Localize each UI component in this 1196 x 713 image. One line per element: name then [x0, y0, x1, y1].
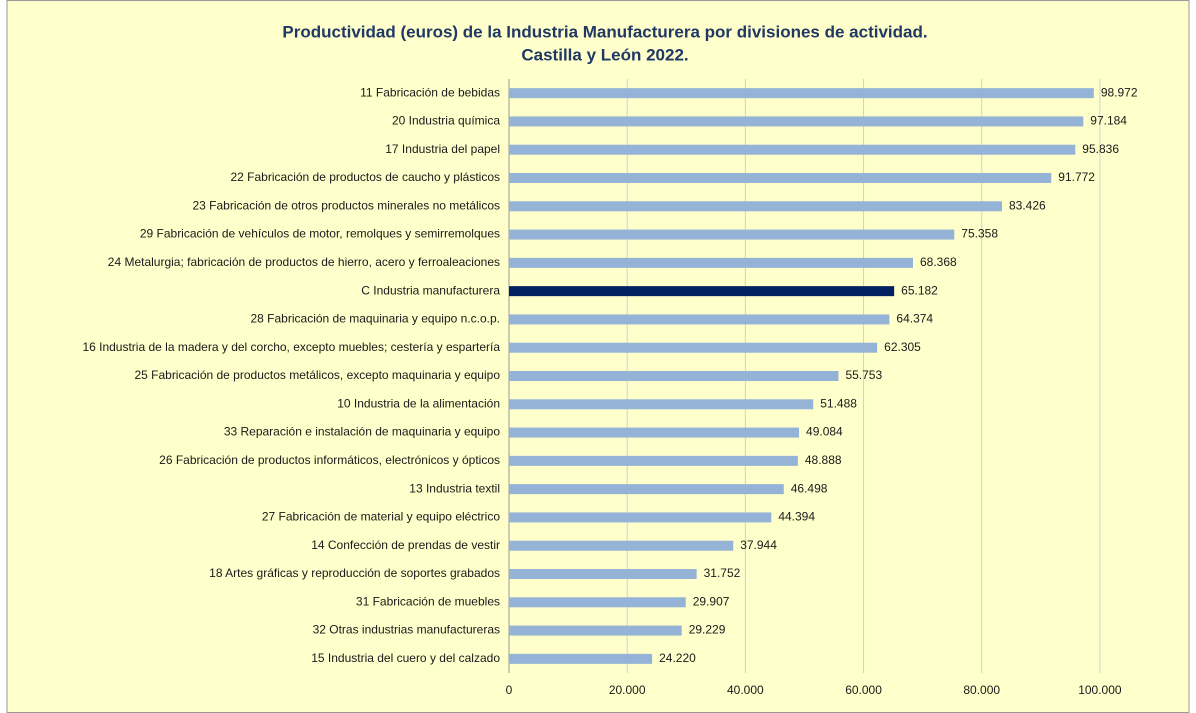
x-tick-label: 0 — [506, 683, 513, 697]
value-label: 55.753 — [845, 368, 882, 382]
value-label: 51.488 — [820, 396, 857, 410]
value-label: 83.426 — [1009, 198, 1046, 212]
y-tick-label: 31 Fabricación de muebles — [356, 594, 500, 608]
value-label: 46.498 — [791, 481, 828, 495]
chart-title: Castilla y León 2022. — [521, 45, 688, 64]
bar — [509, 540, 734, 551]
y-tick-label: 13 Industria textil — [409, 481, 500, 495]
bar — [509, 597, 686, 608]
value-label: 97.184 — [1090, 114, 1127, 128]
bar — [509, 455, 798, 466]
value-label: 37.944 — [740, 538, 777, 552]
value-label: 65.182 — [901, 283, 938, 297]
bar — [509, 286, 895, 297]
chart-title: Productividad (euros) de la Industria Ma… — [282, 22, 927, 41]
y-tick-label: 16 Industria de la madera y del corcho, … — [82, 340, 500, 354]
bar — [509, 427, 800, 438]
x-tick-label: 40.000 — [727, 683, 764, 697]
bar — [509, 342, 878, 353]
y-tick-label: 24 Metalurgia; fabricación de productos … — [108, 255, 500, 269]
value-label: 49.084 — [806, 425, 843, 439]
value-label: 95.836 — [1082, 142, 1119, 156]
y-tick-label: 26 Fabricación de productos informáticos… — [159, 453, 500, 467]
y-tick-label: 15 Industria del cuero y del calzado — [311, 651, 500, 665]
value-label: 29.229 — [689, 623, 726, 637]
x-tick-label: 80.000 — [963, 683, 1000, 697]
bar — [509, 512, 772, 523]
y-tick-label: 10 Industria de la alimentación — [337, 396, 500, 410]
x-tick-label: 20.000 — [609, 683, 646, 697]
bar — [509, 399, 814, 410]
y-tick-label: 27 Fabricación de material y equipo eléc… — [262, 510, 500, 524]
value-label: 62.305 — [884, 340, 921, 354]
value-label: 24.220 — [659, 651, 696, 665]
bar — [509, 144, 1076, 155]
bar — [509, 653, 653, 664]
value-label: 68.368 — [920, 255, 957, 269]
y-tick-label: 17 Industria del papel — [385, 142, 500, 156]
y-tick-label: 20 Industria química — [392, 114, 500, 128]
y-tick-label: 32 Otras industrias manufactureras — [313, 623, 500, 637]
value-label: 44.394 — [778, 510, 815, 524]
bar — [509, 257, 913, 268]
y-tick-label: 28 Fabricación de maquinaria y equipo n.… — [251, 312, 501, 326]
bar — [509, 201, 1002, 212]
x-tick-label: 60.000 — [845, 683, 882, 697]
bar — [509, 116, 1084, 127]
value-label: 98.972 — [1101, 85, 1138, 99]
y-tick-label: 18 Artes gráficas y reproducción de sopo… — [209, 566, 500, 580]
y-tick-label: 29 Fabricación de vehículos de motor, re… — [140, 227, 500, 241]
value-label: 29.907 — [693, 594, 730, 608]
bar — [509, 88, 1094, 99]
value-label: 31.752 — [704, 566, 741, 580]
bar — [509, 314, 890, 325]
y-tick-label: 11 Fabricación de bebidas — [360, 85, 500, 99]
bar — [509, 484, 784, 495]
bar — [509, 173, 1052, 183]
bar — [509, 569, 697, 579]
y-tick-label: 22 Fabricación de productos de caucho y … — [231, 170, 501, 184]
value-label: 75.358 — [961, 227, 998, 241]
y-tick-label: 14 Confección de prendas de vestir — [311, 538, 500, 552]
value-label: 91.772 — [1058, 170, 1095, 184]
value-label: 64.374 — [896, 312, 933, 326]
y-tick-label: C Industria manufacturera — [361, 283, 500, 297]
bar — [509, 625, 682, 636]
bar — [509, 229, 955, 240]
y-tick-label: 25 Fabricación de productos metálicos, e… — [134, 368, 500, 382]
y-tick-label: 33 Reparación e instalación de maquinari… — [224, 425, 501, 439]
x-tick-label: 100.000 — [1078, 683, 1122, 697]
value-label: 48.888 — [805, 453, 842, 467]
y-tick-label: 23 Fabricación de otros productos minera… — [193, 198, 501, 212]
bar — [509, 371, 839, 381]
